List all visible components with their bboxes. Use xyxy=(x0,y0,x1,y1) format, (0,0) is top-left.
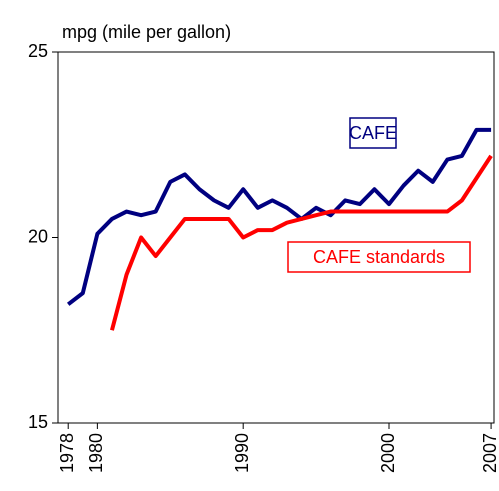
x-tick-label: 2007 xyxy=(480,433,499,473)
series-line xyxy=(110,154,493,331)
legend-label: CAFE xyxy=(349,123,397,143)
y-tick-label: 20 xyxy=(28,226,48,246)
legend-label: CAFE standards xyxy=(313,247,445,267)
series-line xyxy=(66,127,492,306)
legend-box xyxy=(349,117,397,149)
y-tick-label: 15 xyxy=(28,412,48,432)
x-tick-label: 2000 xyxy=(378,433,398,473)
x-tick-label: 1980 xyxy=(86,433,106,473)
x-tick-label: 1990 xyxy=(232,433,252,473)
y-tick-label: 25 xyxy=(28,41,48,61)
plot-frame xyxy=(57,51,495,424)
legend-box xyxy=(287,241,471,273)
x-tick-label: 1978 xyxy=(57,433,77,473)
y-axis-title: mpg (mile per gallon) xyxy=(62,22,231,42)
